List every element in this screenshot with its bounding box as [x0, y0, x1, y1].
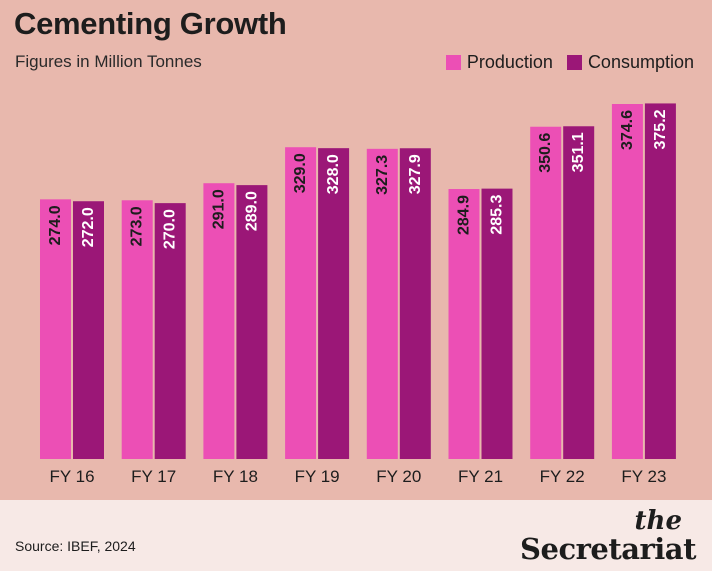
logo-name: Secretariat [520, 532, 696, 566]
data-label-consumption-fy20: 327.9 [407, 154, 424, 194]
x-tick-label: FY 17 [131, 467, 176, 486]
data-label-consumption-fy17: 270.0 [162, 209, 179, 249]
bar-consumption-fy20 [399, 148, 431, 460]
x-tick-label: FY 16 [49, 467, 94, 486]
data-label-production-fy17: 273.0 [129, 206, 146, 246]
bar-consumption-fy21 [481, 188, 513, 459]
logo-the: the [634, 506, 682, 536]
data-label-production-fy20: 327.3 [374, 155, 391, 195]
bar-production-fy20 [366, 148, 398, 460]
legend-label-consumption: Consumption [587, 52, 694, 72]
bar-consumption-fy19 [318, 148, 350, 459]
x-tick-label: FY 18 [213, 467, 258, 486]
legend-item-production: Production [445, 52, 553, 73]
bar-consumption-fy16 [73, 201, 104, 459]
data-label-consumption-fy21: 285.3 [489, 195, 506, 235]
bar-production-fy22 [530, 126, 562, 459]
data-label-consumption-fy23: 375.2 [652, 109, 669, 149]
bar-production-fy18 [203, 183, 235, 460]
x-tick-label: FY 21 [458, 467, 503, 486]
bar-chart: 274.0 272.0 FY 16 273.0 270.0 FY 17 291.0 289.0… [40, 103, 676, 486]
x-tick-label: FY 22 [540, 467, 585, 486]
bar-production-fy17 [121, 200, 153, 459]
x-tick-label: FY 19 [295, 467, 340, 486]
legend-swatch-production [445, 55, 461, 70]
data-label-consumption-fy19: 328.0 [325, 154, 342, 194]
data-label-production-fy16: 274.0 [47, 205, 64, 245]
data-label-consumption-fy22: 351.1 [570, 132, 587, 172]
data-label-consumption-fy16: 272.0 [80, 207, 97, 247]
legend: Production Consumption [432, 52, 694, 73]
bar-production-fy19 [285, 147, 317, 459]
data-label-production-fy23: 374.6 [619, 110, 636, 150]
data-label-production-fy18: 291.0 [210, 189, 227, 229]
data-label-production-fy21: 284.9 [456, 195, 473, 235]
data-label-production-fy19: 329.0 [292, 153, 309, 193]
legend-label-production: Production [466, 52, 553, 72]
data-label-production-fy22: 350.6 [537, 133, 554, 173]
bar-production-fy16 [40, 199, 71, 459]
publisher-logo: the Secretariat [520, 508, 696, 564]
bar-production-fy21 [448, 189, 480, 460]
chart-title: Cementing Growth [14, 6, 287, 41]
x-tick-label: FY 20 [376, 467, 421, 486]
x-tick-label: FY 23 [621, 467, 666, 486]
footer: Source: IBEF, 2024 the Secretariat [0, 500, 712, 571]
legend-swatch-consumption [566, 55, 582, 70]
source-note: Source: IBEF, 2024 [15, 538, 136, 554]
bar-consumption-fy18 [236, 185, 268, 459]
bar-production-fy23 [611, 104, 643, 459]
data-label-consumption-fy18: 289.0 [243, 191, 260, 231]
bar-consumption-fy22 [563, 126, 595, 460]
bar-consumption-fy23 [644, 103, 676, 459]
legend-item-consumption: Consumption [566, 52, 694, 73]
bar-consumption-fy17 [154, 203, 186, 459]
chart-subtitle: Figures in Million Tonnes [15, 52, 202, 71]
